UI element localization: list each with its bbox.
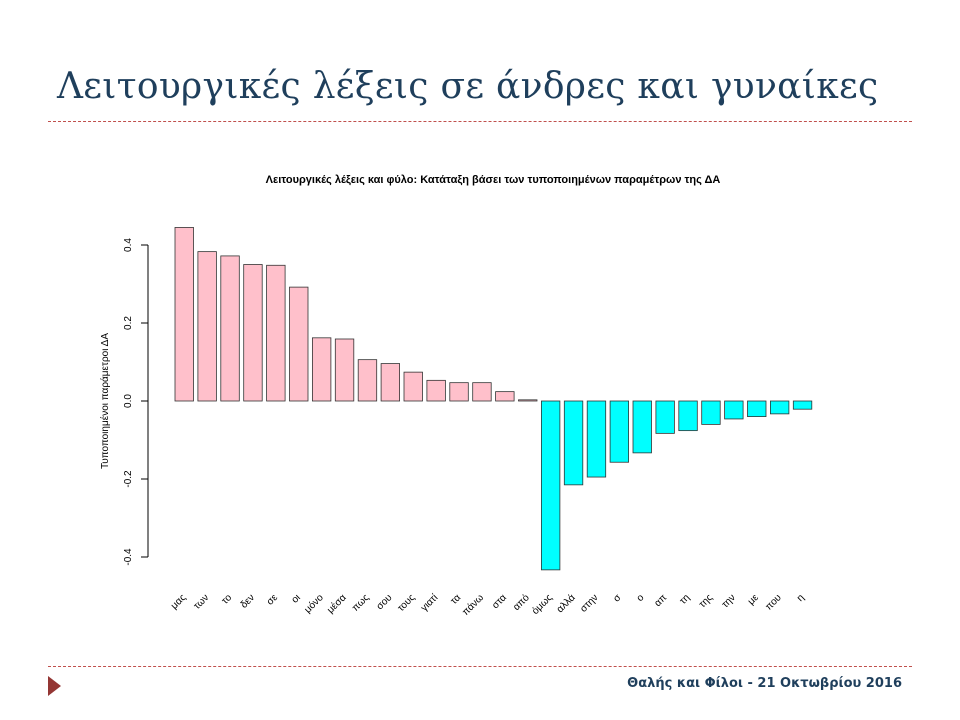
category-labels: μας των το δεν σε οι μόνο μέσα πως σου τους γιατί τα…	[169, 591, 807, 618]
bar-αλλά	[563, 400, 584, 486]
category-label: με	[746, 592, 761, 607]
y-tick-label: -0.4	[123, 548, 134, 566]
bar-στην	[586, 400, 607, 478]
category-label: στην	[578, 592, 600, 614]
category-label: απ	[653, 592, 670, 609]
y-tick-label: 0.0	[123, 394, 134, 408]
category-label: όμως	[529, 592, 555, 618]
category-label: μόνο	[302, 591, 326, 615]
category-label: τους	[396, 592, 418, 614]
category-label: δεν	[239, 592, 257, 610]
footer-divider	[48, 666, 912, 667]
category-label: στα	[490, 592, 509, 611]
category-label: την	[720, 592, 738, 610]
bar-γιατί	[426, 379, 446, 402]
category-label: αλλά	[554, 591, 578, 615]
category-label: πάνω	[460, 592, 487, 619]
bar-ο	[632, 400, 652, 454]
title-divider	[48, 121, 912, 122]
category-label: των	[192, 592, 212, 612]
category-label: το	[220, 592, 235, 607]
bar-τους	[403, 371, 423, 402]
category-label: τη	[678, 592, 693, 607]
bar-δεν	[243, 264, 263, 402]
category-label: σου	[375, 592, 395, 612]
y-tick-label: -0.2	[123, 470, 134, 488]
chart-title: Λειτουργικές λέξεις και φύλο: Κατάταξη β…	[266, 174, 721, 186]
category-label: που	[763, 592, 783, 612]
y-axis-label: Τυποποιημένοι παράμετροι ΔΑ	[99, 333, 111, 469]
category-label: μέσα	[324, 591, 348, 615]
bar-τη	[678, 400, 698, 432]
bar-την	[724, 400, 744, 420]
y-tick-label: 0.2	[123, 316, 134, 330]
category-label: ο	[635, 592, 647, 604]
category-label: μας	[169, 592, 188, 611]
category-label: της	[697, 592, 715, 610]
y-axis: -0.4 -0.2 0.0 0.2 0.4	[123, 238, 149, 566]
bar-σ	[609, 400, 629, 463]
bar-τα	[449, 382, 469, 402]
bars	[174, 227, 813, 571]
bar-μόνο	[311, 337, 332, 402]
category-label: από	[510, 591, 532, 613]
bar-των	[197, 251, 217, 402]
bar-στα	[495, 391, 515, 402]
category-label: σ	[611, 592, 624, 605]
category-label: πως	[350, 592, 372, 614]
bar-με	[747, 400, 767, 418]
bar-της	[701, 400, 721, 425]
category-label: σε	[265, 592, 281, 608]
bar-πως	[357, 359, 378, 402]
bar-πάνω	[472, 382, 492, 402]
y-tick-label: 0.4	[123, 238, 134, 252]
bar-σε	[266, 264, 286, 402]
bar-σου	[380, 363, 401, 402]
category-label: η	[795, 592, 807, 604]
bar-που	[770, 400, 790, 415]
category-label: οι	[290, 592, 303, 605]
bar-μας	[174, 227, 194, 402]
slide-title: Λειτουργικές λέξεις σε άνδρες και γυναίκ…	[57, 66, 879, 107]
footer-text: Θαλής και Φίλοι - 21 Οκτωβρίου 2016	[627, 676, 902, 691]
bar-η	[792, 400, 813, 410]
bar-όμως	[541, 400, 561, 571]
bar-μέσα	[334, 338, 355, 402]
category-label: τα	[449, 592, 464, 607]
bar-οι	[289, 286, 309, 402]
triangle-right-icon	[48, 676, 61, 696]
bar-το	[220, 255, 240, 402]
bar-απ	[655, 400, 675, 434]
category-label: γιατί	[418, 591, 441, 614]
bar-από	[518, 399, 538, 402]
